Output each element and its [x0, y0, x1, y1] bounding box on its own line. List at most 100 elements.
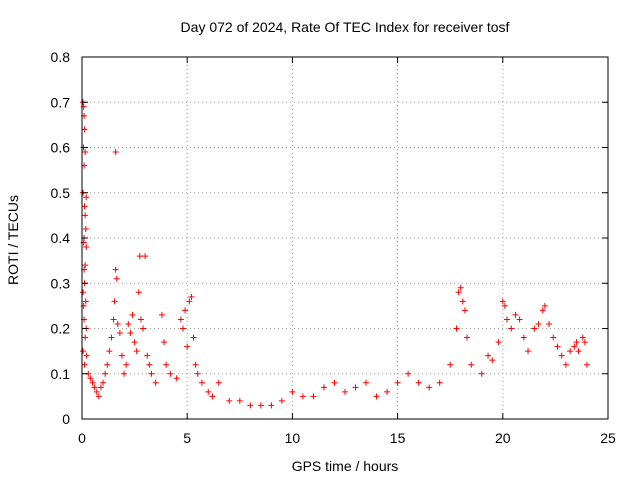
data-point — [152, 379, 159, 386]
data-point — [226, 397, 233, 404]
data-point — [457, 284, 464, 291]
data-point — [135, 289, 142, 296]
data-point — [453, 325, 460, 332]
data-point — [190, 334, 197, 341]
data-point — [405, 370, 412, 377]
x-tick-label: 20 — [495, 430, 511, 446]
chart-title: Day 072 of 2024, Rate Of TEC Index for r… — [181, 19, 510, 35]
x-tick-label: 10 — [285, 430, 301, 446]
data-point — [464, 334, 471, 341]
data-point — [129, 311, 136, 318]
data-point — [95, 393, 102, 400]
data-point — [520, 334, 527, 341]
data-point — [82, 334, 89, 341]
data-point — [546, 320, 553, 327]
data-point — [81, 126, 88, 133]
y-tick-label: 0.3 — [51, 275, 71, 291]
data-point — [158, 311, 165, 318]
data-point — [82, 298, 89, 305]
data-point — [247, 402, 254, 409]
y-tick-label: 0.2 — [51, 321, 71, 337]
data-point — [447, 361, 454, 368]
data-point — [299, 393, 306, 400]
data-point — [579, 334, 586, 341]
grid — [82, 57, 608, 419]
data-point — [508, 325, 515, 332]
x-tick-label: 15 — [390, 430, 406, 446]
data-point — [257, 402, 264, 409]
data-point — [558, 352, 565, 359]
data-point — [236, 397, 243, 404]
y-tick-label: 0.7 — [51, 94, 71, 110]
data-point — [82, 225, 89, 232]
y-tick-label: 0.1 — [51, 366, 71, 382]
data-point — [495, 339, 502, 346]
data-point — [205, 388, 212, 395]
data-point — [535, 320, 542, 327]
data-point — [140, 325, 147, 332]
data-point — [489, 357, 496, 364]
data-point — [116, 330, 123, 337]
data-point — [468, 361, 475, 368]
data-point — [81, 361, 88, 368]
data-point — [102, 370, 109, 377]
data-point — [131, 339, 138, 346]
data-point — [114, 320, 121, 327]
data-point — [127, 330, 134, 337]
data-point — [87, 375, 94, 382]
data-point — [289, 388, 296, 395]
data-point — [182, 307, 189, 314]
data-point — [571, 343, 578, 350]
data-point — [573, 339, 580, 346]
plot-frame — [81, 56, 609, 420]
data-point — [331, 379, 338, 386]
data-point — [531, 325, 538, 332]
data-point — [539, 307, 546, 314]
data-point — [499, 298, 506, 305]
data-point — [112, 149, 119, 156]
x-axis-ticks: 0 5 10 15 20 25 — [78, 57, 616, 446]
data-point — [137, 316, 144, 323]
data-point — [554, 343, 561, 350]
data-point — [436, 379, 443, 386]
data-point — [83, 352, 90, 359]
data-point — [142, 253, 149, 260]
data-point — [108, 334, 115, 341]
data-point — [81, 203, 88, 210]
data-point — [82, 149, 89, 156]
data-point — [179, 325, 186, 332]
data-point — [268, 402, 275, 409]
data-point — [342, 388, 348, 395]
x-tick-label: 0 — [78, 430, 86, 446]
data-point — [110, 316, 117, 323]
data-point — [161, 339, 168, 346]
data-point — [192, 361, 199, 368]
data-point — [136, 253, 143, 260]
data-point — [100, 379, 107, 386]
y-axis-title: ROTI / TECUs — [5, 195, 21, 285]
data-point — [186, 298, 193, 305]
data-point — [194, 370, 201, 377]
data-point — [198, 379, 205, 386]
data-point — [581, 339, 588, 346]
data-point — [373, 393, 380, 400]
data-point — [104, 361, 111, 368]
data-point — [91, 384, 98, 391]
data-point — [541, 302, 548, 309]
data-point — [394, 379, 401, 386]
x-tick-label: 5 — [183, 430, 191, 446]
data-point — [583, 361, 590, 368]
data-point — [112, 266, 119, 273]
data-point — [575, 348, 582, 355]
data-points — [80, 99, 590, 409]
data-point — [455, 289, 462, 296]
y-tick-label: 0.5 — [51, 185, 71, 201]
data-point — [485, 352, 492, 359]
data-point — [478, 370, 485, 377]
x-tick-label: 25 — [600, 430, 616, 446]
data-point — [93, 388, 100, 395]
data-point — [111, 298, 118, 305]
data-point — [512, 311, 519, 318]
data-point — [82, 212, 89, 219]
